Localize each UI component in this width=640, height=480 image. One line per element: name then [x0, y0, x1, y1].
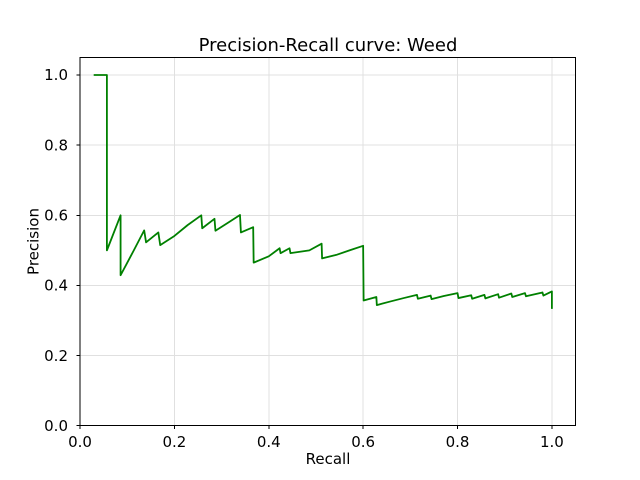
- y-tick-label: 1.0: [44, 66, 68, 84]
- y-tick-label: 0.8: [44, 136, 68, 154]
- x-tick-label: 0.4: [257, 433, 281, 451]
- x-axis-label: Recall: [305, 450, 351, 468]
- y-tick-label: 0.4: [44, 277, 68, 295]
- y-axis-label: Precision: [24, 208, 43, 275]
- x-tick-label: 0.2: [162, 433, 186, 451]
- y-tick-label: 0.6: [44, 207, 68, 225]
- x-tick-label: 0.6: [351, 433, 375, 451]
- y-tick-label: 0.2: [44, 347, 68, 365]
- x-tick-label: 0.8: [446, 433, 470, 451]
- x-tick-label: 1.0: [540, 433, 564, 451]
- x-tick-label: 0.0: [68, 433, 92, 451]
- y-tick-label: 0.0: [44, 417, 68, 435]
- pr-curve-line: [93, 74, 553, 309]
- chart-title: Precision-Recall curve: Weed: [198, 35, 458, 56]
- plot-border: [79, 57, 576, 427]
